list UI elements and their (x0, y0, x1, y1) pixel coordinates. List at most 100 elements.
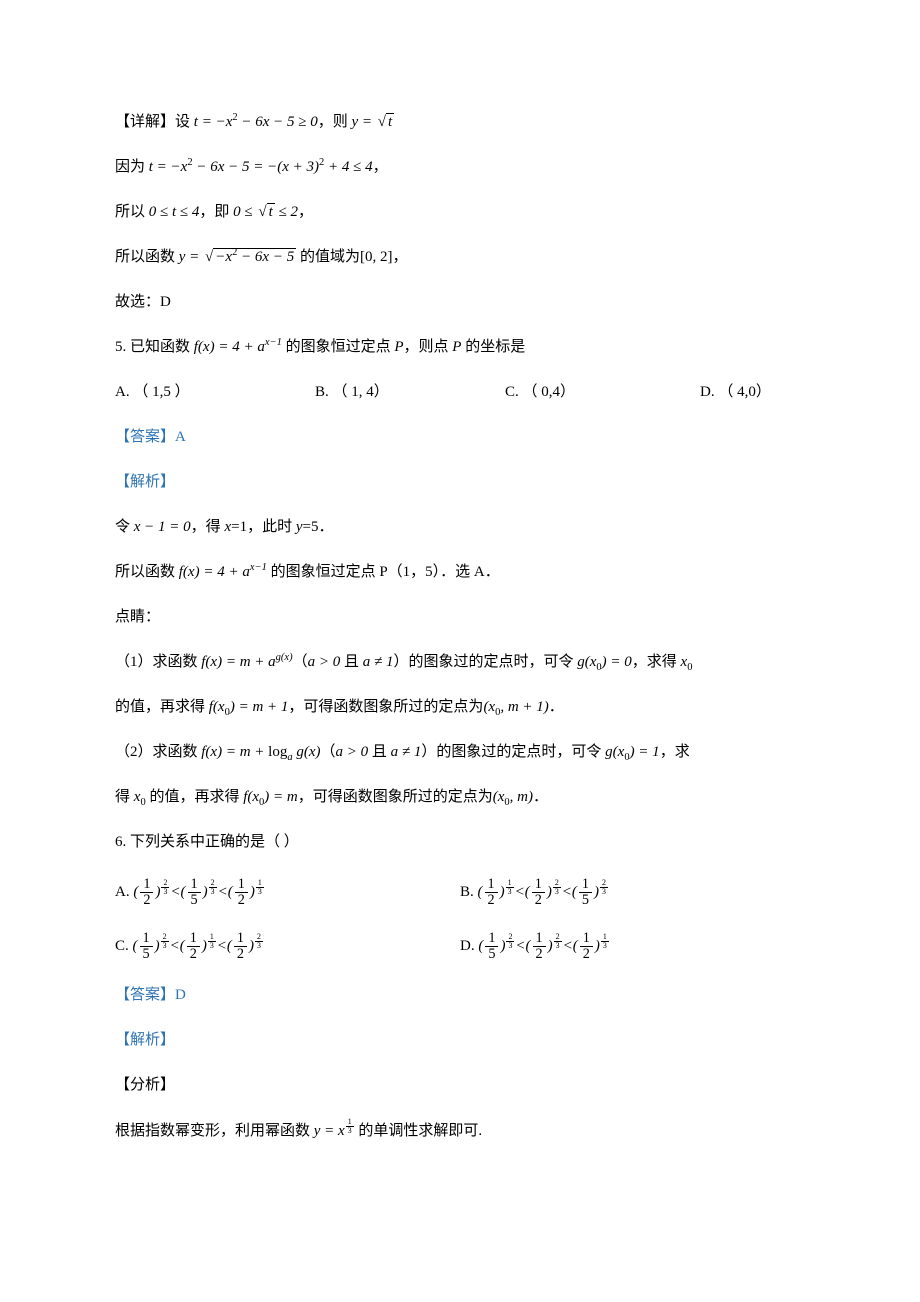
q6-options-row1: A. (12)23<(15)23<(12)13 B. (12)13<(12)23… (115, 865, 805, 919)
text: ，则点 (404, 339, 453, 355)
text: 所以 (115, 204, 149, 220)
text: 的单调性求解即可. (355, 1123, 483, 1139)
solution-label: 【解析】 (115, 1018, 805, 1063)
option-d: D. (15)23<(12)23<(12)13 (460, 929, 805, 963)
text: ，得 (191, 519, 225, 535)
text: ，求 (660, 744, 690, 760)
option-d: D. （ 4,0） (700, 376, 771, 409)
option-c: C. (15)23<(12)13<(12)23 (115, 929, 460, 963)
opt-label: D. (460, 938, 478, 954)
point-p: P (394, 339, 403, 355)
text: 下列关系中正确的是（ ） (130, 834, 299, 850)
option-a: A. （ 1,5 ） (115, 376, 315, 409)
answer-value: D (175, 987, 186, 1003)
q-number: 6. (115, 834, 130, 850)
text: ， (298, 204, 313, 220)
solution-label: 【解析】 (115, 460, 805, 505)
text: 根据指数幂变形，利用幂函数 (115, 1123, 314, 1139)
text: =1，此时 (231, 519, 296, 535)
detail-line-2: 因为 t = −x2 − 6x − 5 = −(x + 3)2 + 4 ≤ 4， (115, 145, 805, 190)
var-x0: x0 (681, 654, 693, 670)
dq1b-line: 的值，再求得 f(x0) = m + 1，可得函数图象所过的定点为(x0, m … (115, 685, 805, 730)
detail-label: 【详解】 (115, 106, 175, 139)
math-expr: g(x0) = 1 (605, 744, 660, 760)
math-expr: 0 ≤ t ≤ 4 (149, 204, 200, 220)
analysis-label: 【分析】 (115, 1063, 805, 1108)
detail-line-5: 故选：D (115, 280, 805, 325)
detail-line-1: 【详解】设 t = −x2 − 6x − 5 ≥ 0，则 y = t (115, 100, 805, 145)
question-6: 6. 下列关系中正确的是（ ） (115, 820, 805, 865)
text: ， (392, 249, 407, 265)
text: ，可得函数图象所过的定点为 (288, 699, 483, 715)
math-cond: a > 0 且 a ≠ 1 (308, 654, 394, 670)
math-expr: y = −x2 − 6x − 5 (179, 249, 296, 265)
math-expr: f(x) = m + ag(x) (201, 654, 292, 670)
question-5: 5. 已知函数 f(x) = 4 + ax−1 的图象恒过定点 P，则点 P 的… (115, 325, 805, 370)
point: (x0, m) (493, 789, 533, 805)
math-expr: y = x13 (314, 1123, 355, 1139)
q5-sol-1: 令 x − 1 = 0，得 x=1，此时 y=5． (115, 505, 805, 550)
text: ． (533, 789, 548, 805)
dq1-line: （1）求函数 f(x) = m + ag(x)（a > 0 且 a ≠ 1）的图… (115, 640, 805, 685)
text: （1）求函数 (115, 654, 201, 670)
q6-analysis: 根据指数幂变形，利用幂函数 y = x13 的单调性求解即可. (115, 1108, 805, 1154)
interval: [0, 2] (360, 249, 393, 265)
math-expr: (15)23<(12)23<(12)13 (478, 938, 609, 954)
q-number: 5. (115, 339, 130, 355)
dq2-line: （2）求函数 f(x) = m + loga g(x)（a > 0 且 a ≠ … (115, 730, 805, 775)
text: （ (321, 744, 336, 760)
option-c: C. （ 0,4） (505, 376, 700, 409)
text: 的坐标是 (461, 339, 525, 355)
option-a: A. (12)23<(15)23<(12)13 (115, 875, 460, 909)
text: ，则 (318, 114, 352, 130)
text: ， (373, 159, 388, 175)
text: 的值，再求得 (146, 789, 244, 805)
math-expr: t = −x2 − 6x − 5 = −(x + 3)2 + 4 ≤ 4 (149, 159, 373, 175)
q5-sol-2: 所以函数 f(x) = 4 + ax−1 的图象恒过定点 P（1，5）．选 A． (115, 550, 805, 595)
text: ）的图象过的定点时，可令 (421, 744, 605, 760)
text: ）的图象过的定点时，可令 (393, 654, 577, 670)
text: 的图象恒过定点 P（1，5）．选 A． (267, 564, 500, 580)
point: (x0, m + 1) (483, 699, 548, 715)
dianqing-label: 点睛： (115, 595, 805, 640)
math-expr: t = −x2 − 6x − 5 ≥ 0 (194, 114, 318, 130)
math-expr: f(x) = 4 + ax−1 (194, 339, 282, 355)
answer-label: 【答案】 (115, 429, 175, 445)
math-expr: (12)23<(15)23<(12)13 (133, 884, 264, 900)
text: 因为 (115, 159, 149, 175)
text: =5． (303, 519, 334, 535)
text: ，即 (199, 204, 233, 220)
text: 的图象恒过定点 (282, 339, 395, 355)
text: 所以函数 (115, 249, 179, 265)
math-expr: f(x) = m + loga g(x) (201, 744, 320, 760)
text: ． (549, 699, 564, 715)
q5-options: A. （ 1,5 ） B. （ 1, 4） C. （ 0,4） D. （ 4,0… (115, 370, 805, 415)
opt-label: B. (460, 884, 478, 900)
document-page: 【详解】设 t = −x2 − 6x − 5 ≥ 0，则 y = t 因为 t … (0, 0, 920, 1214)
math-expr: (15)23<(12)13<(12)23 (133, 938, 264, 954)
text: ，求得 (632, 654, 681, 670)
text: （ (293, 654, 308, 670)
text: （2）求函数 (115, 744, 201, 760)
answer-value: A (175, 429, 186, 445)
detail-line-4: 所以函数 y = −x2 − 6x − 5 的值域为[0, 2]， (115, 235, 805, 280)
option-b: B. （ 1, 4） (315, 376, 505, 409)
text: ，可得函数图象所过的定点为 (298, 789, 493, 805)
math-cond: a > 0 且 a ≠ 1 (336, 744, 422, 760)
text: 的值域为 (296, 249, 360, 265)
text: 已知函数 (130, 339, 194, 355)
text: 令 (115, 519, 134, 535)
text: 所以函数 (115, 564, 179, 580)
text: 的值，再求得 (115, 699, 209, 715)
text: 得 (115, 789, 134, 805)
math-expr: x − 1 = 0 (134, 519, 191, 535)
answer-line: 【答案】A (115, 415, 805, 460)
text: 设 (175, 114, 194, 130)
math-expr: (12)13<(12)23<(15)23 (478, 884, 609, 900)
math-expr: f(x0) = m + 1 (209, 699, 289, 715)
opt-label: C. (115, 938, 133, 954)
opt-label: A. (115, 884, 133, 900)
math-expr: y = t (352, 114, 395, 130)
dq2b-line: 得 x0 的值，再求得 f(x0) = m，可得函数图象所过的定点为(x0, m… (115, 775, 805, 820)
answer-label: 【答案】 (115, 987, 175, 1003)
